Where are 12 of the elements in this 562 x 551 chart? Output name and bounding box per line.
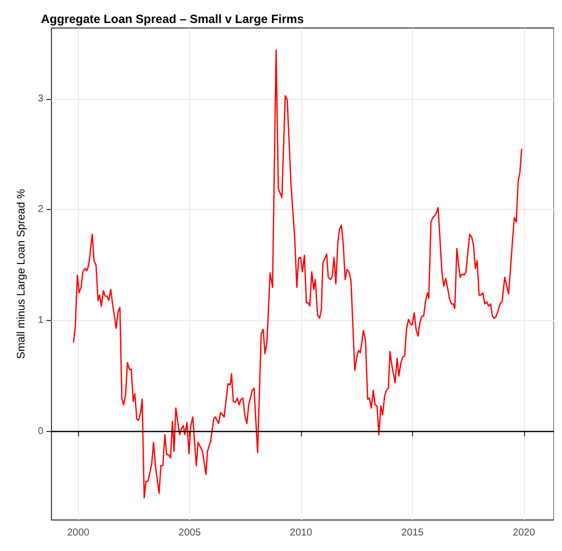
y-tick-label: 3	[38, 93, 44, 104]
y-tick-label: 0	[38, 426, 44, 437]
x-tick-label: 2005	[178, 528, 202, 538]
line-series	[72, 50, 522, 498]
y-axis-title: Small minus Large Loan Spread %	[16, 188, 28, 359]
chart-title: Aggregate Loan Spread – Small v Large Firms	[41, 12, 304, 26]
x-tick-label: 2010	[290, 528, 313, 538]
x-tick-label: 2015	[401, 528, 424, 538]
x-tick-label: 2020	[512, 528, 536, 538]
y-tick-label: 1	[38, 315, 44, 326]
x-tick-label: 2000	[67, 528, 90, 538]
y-tick-label: 2	[38, 204, 44, 216]
